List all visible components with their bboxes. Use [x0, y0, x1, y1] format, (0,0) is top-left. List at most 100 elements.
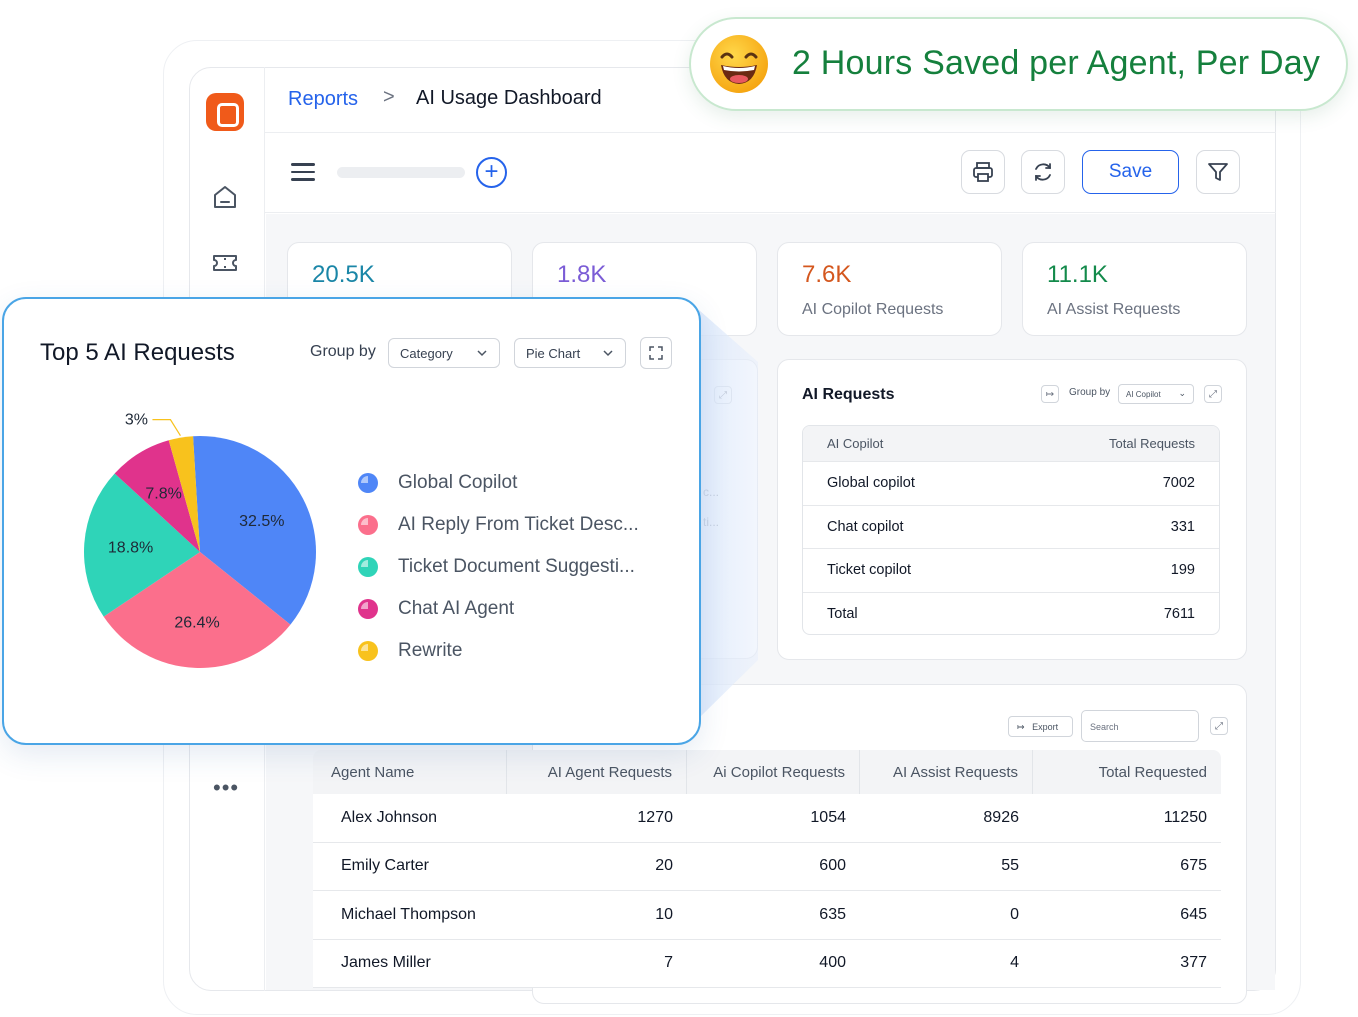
legend-swatch [358, 473, 378, 493]
table-header: AI Copilot Total Requests [803, 426, 1219, 462]
slice-label: 3% [125, 412, 148, 429]
table-row: James Miller 7 400 4 377 [313, 939, 1221, 988]
refresh-button[interactable] [1021, 150, 1065, 194]
row-label: Global copilot [827, 475, 915, 492]
export-icon[interactable]: ↦ [1041, 385, 1059, 403]
column-header: AI Copilot [827, 436, 884, 451]
stat-label: AI Assist Requests [1047, 301, 1181, 318]
cell: 7 [664, 954, 673, 972]
row-label: Chat copilot [827, 518, 904, 535]
legend-item[interactable]: AI Reply From Ticket Desc... [358, 504, 639, 546]
add-widget-button[interactable]: + [476, 157, 507, 188]
stat-value: 11.1K [1047, 261, 1108, 288]
page-title: AI Usage Dashboard [416, 87, 602, 109]
popup-title: Top 5 AI Requests [40, 339, 235, 366]
breadcrumb-separator: > [383, 86, 395, 108]
callout-text: 2 Hours Saved per Agent, Per Day [792, 44, 1321, 82]
chevron-down-icon [477, 350, 487, 357]
cell: 55 [1001, 857, 1019, 875]
ai-requests-panel [777, 359, 1247, 660]
dropdown-value: Category [400, 345, 453, 361]
export-label: Export [1032, 722, 1059, 732]
truncated-label: ti... [703, 515, 720, 529]
home-icon[interactable] [211, 183, 239, 211]
cell: 600 [819, 857, 846, 875]
more-icon[interactable]: ••• [213, 775, 240, 800]
legend-item[interactable]: Rewrite [358, 630, 639, 672]
filter-button[interactable] [1196, 150, 1240, 194]
pie-chart: 32.5% 26.4% 18.8% 7.8% 3% [84, 412, 316, 668]
ticket-icon[interactable] [211, 249, 239, 277]
group-by-dropdown[interactable]: AI Copilot ⌄ [1118, 384, 1194, 404]
legend-item[interactable]: Chat AI Agent [358, 588, 639, 630]
legend-label: AI Reply From Ticket Desc... [398, 514, 639, 535]
row-label: Total [827, 606, 858, 623]
expand-icon[interactable]: ⤢ [1210, 717, 1228, 735]
legend-label: Ticket Document Suggesti... [398, 556, 635, 577]
expand-icon[interactable]: ⤢ [714, 386, 732, 404]
save-button[interactable]: Save [1082, 150, 1179, 194]
agent-name: James Miller [341, 954, 431, 972]
pie-slice[interactable] [103, 552, 291, 668]
legend-label: Global Copilot [398, 472, 518, 493]
top-requests-popup: Top 5 AI Requests Group by Category Pie … [2, 297, 701, 745]
stat-value: 20.5K [312, 261, 375, 288]
export-button[interactable]: ↦ Export [1008, 716, 1073, 737]
slice-label: 26.4% [174, 615, 219, 632]
legend-item[interactable]: Ticket Document Suggesti... [358, 546, 639, 588]
row-value: 7611 [1163, 606, 1195, 623]
agent-table: Agent Name AI Agent Requests Ai Copilot … [313, 750, 1221, 990]
table-row: Michael Thompson 10 635 0 645 [313, 891, 1221, 940]
chart-legend: Global Copilot AI Reply From Ticket Desc… [358, 462, 639, 672]
group-by-label: Group by [310, 343, 376, 360]
app-logo[interactable] [206, 93, 244, 131]
table-row: Global copilot 7002 [803, 462, 1219, 506]
expand-icon[interactable]: ⤢ [1204, 385, 1222, 403]
cell: 4 [1010, 954, 1019, 972]
legend-swatch [358, 515, 378, 535]
chevron-down-icon: ⌄ [1178, 388, 1186, 398]
legend-swatch [358, 641, 378, 661]
table-row: Alex Johnson 1270 1054 8926 11250 [313, 794, 1221, 843]
printer-icon [973, 162, 993, 182]
expand-button[interactable] [640, 337, 672, 369]
column-header: Total Requested [1098, 763, 1207, 781]
legend-swatch [358, 599, 378, 619]
export-icon: ↦ [1017, 722, 1025, 732]
agent-name: Michael Thompson [341, 905, 476, 923]
breadcrumb-reports[interactable]: Reports [288, 88, 359, 110]
pie-slice[interactable] [168, 436, 200, 552]
stat-label: AI Copilot Requests [802, 301, 944, 318]
cell: 377 [1180, 954, 1207, 972]
filter-icon [1208, 163, 1228, 181]
row-value: 199 [1170, 562, 1195, 579]
legend-item[interactable]: Global Copilot [358, 462, 639, 504]
column-header: AI Assist Requests [860, 750, 1033, 794]
pie-slice[interactable] [193, 436, 316, 625]
cell: 8926 [983, 808, 1019, 826]
slice-label: 7.8% [145, 486, 181, 503]
cell: 1270 [637, 808, 673, 826]
chart-type-dropdown[interactable]: Pie Chart [514, 338, 626, 368]
column-header: Ai Copilot Requests [687, 750, 860, 794]
column-header: AI Agent Requests [507, 750, 687, 794]
column-header: Total Requests [1109, 436, 1195, 451]
group-by-value: AI Copilot [1126, 390, 1161, 399]
pie-slice[interactable] [114, 440, 200, 552]
expand-icon [649, 346, 663, 360]
table-row: Total 7611 [803, 593, 1219, 635]
stat-card: 11.1K AI Assist Requests [1022, 242, 1247, 336]
pie-slice[interactable] [84, 473, 200, 617]
category-dropdown[interactable]: Category [388, 338, 500, 368]
cell: 10 [655, 905, 673, 923]
dashboard-name-placeholder [337, 167, 465, 178]
menu-icon[interactable] [291, 163, 315, 181]
grinning-face-icon [710, 35, 768, 93]
cell: 0 [1010, 905, 1019, 923]
truncated-label: c... [703, 485, 720, 499]
leader-line [152, 419, 181, 436]
print-button[interactable] [961, 150, 1005, 194]
search-input[interactable]: Search [1081, 710, 1199, 742]
table-header: Agent Name AI Agent Requests Ai Copilot … [313, 750, 1221, 794]
stat-value: 7.6K [802, 261, 852, 288]
